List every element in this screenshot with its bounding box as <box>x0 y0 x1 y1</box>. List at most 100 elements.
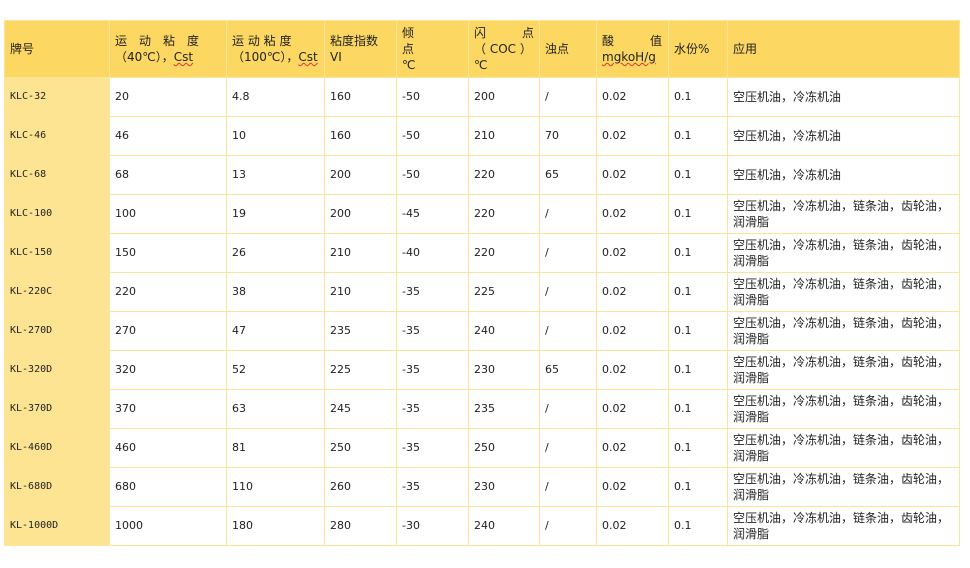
cell-water: 0.1 <box>668 272 728 312</box>
cell-vi: 210 <box>324 272 397 312</box>
cell-acid-value: 0.02 <box>596 467 669 507</box>
cell-application: 空压机油，冷冻机油，链条油，齿轮油，润滑脂 <box>727 428 960 468</box>
cell-pour-point: -50 <box>396 77 469 117</box>
cell-vi: 225 <box>324 350 397 390</box>
cell-kv40: 220 <box>109 272 227 312</box>
cell-grade: KLC-46 <box>4 116 110 156</box>
cell-flash-point: 220 <box>468 194 540 234</box>
cell-grade: KLC-150 <box>4 233 110 273</box>
cell-water: 0.1 <box>668 233 728 273</box>
cell-kv40: 270 <box>109 311 227 351</box>
cell-grade: KLC-100 <box>4 194 110 234</box>
table-row: KL-680D 680 110 260 -35 230/0.02 0.1 空压机油，冷冻机油，… <box>4 467 960 507</box>
header-kv40-temp: （40℃）， <box>115 50 174 64</box>
header-kv100-unit: Cst <box>298 50 318 64</box>
cell-kv40: 370 <box>109 389 227 429</box>
cell-kv40: 46 <box>109 116 227 156</box>
cell-acid-value: 0.02 <box>596 272 669 312</box>
header-acid-value: 酸 值 mgkoH/g <box>596 20 669 78</box>
header-kv100-temp: （100℃）， <box>232 50 299 64</box>
lubricant-spec-table: 牌号 运 动 粘 度（40℃），Cst 运 动 粘 度（100℃），Cst 粘度… <box>4 20 960 546</box>
table-row: KL-370D 370 63 245 -35 235/0.02 0.1 空压机油，冷冻机油，链… <box>4 389 960 429</box>
header-flash-line3: ℃ <box>474 58 488 72</box>
cell-cloud-point: 65 <box>539 350 597 390</box>
cell-grade: KL-320D <box>4 350 110 390</box>
cell-acid-value: 0.02 <box>596 506 669 546</box>
table-row: KLC-100 100 19 200 -45 220/0.02 0.1 空压机油，冷冻机油，链… <box>4 194 960 234</box>
table-row: KL-220C 220 38 210 -35 225/0.02 0.1 空压机油，冷冻机油，链… <box>4 272 960 312</box>
cell-water: 0.1 <box>668 428 728 468</box>
cell-kv100: 110 <box>226 467 325 507</box>
cell-kv100: 180 <box>226 506 325 546</box>
cell-pour-point: -35 <box>396 272 469 312</box>
cell-acid-value: 0.02 <box>596 77 669 117</box>
cell-cloud-point: / <box>539 506 597 546</box>
cell-application: 空压机油，冷冻机油，链条油，齿轮油，润滑脂 <box>727 350 960 390</box>
cell-vi: 160 <box>324 77 397 117</box>
table-row: KL-1000D 1000 180 280 -30 240/0.02 0.1 空压机油，冷冻机… <box>4 506 960 546</box>
cell-kv100: 19 <box>226 194 325 234</box>
cell-cloud-point: / <box>539 311 597 351</box>
header-vi-line2: VI <box>330 50 342 64</box>
cell-flash-point: 240 <box>468 506 540 546</box>
cell-kv100: 63 <box>226 389 325 429</box>
cell-flash-point: 210 <box>468 116 540 156</box>
cell-grade: KL-680D <box>4 467 110 507</box>
cell-application: 空压机油，冷冻机油，链条油，齿轮油，润滑脂 <box>727 311 960 351</box>
header-kv100: 运 动 粘 度（100℃），Cst <box>226 20 325 78</box>
cell-acid-value: 0.02 <box>596 194 669 234</box>
header-vi-line1: 粘度指数 <box>330 34 379 48</box>
cell-acid-value: 0.02 <box>596 389 669 429</box>
cell-flash-point: 225 <box>468 272 540 312</box>
cell-water: 0.1 <box>668 77 728 117</box>
cell-pour-point: -35 <box>396 467 469 507</box>
cell-kv100: 81 <box>226 428 325 468</box>
cell-vi: 200 <box>324 194 397 234</box>
cell-vi: 235 <box>324 311 397 351</box>
table-row: KLC-68 68 13 200 -50 220 65 0.02 0.1 空压机油，冷冻机油 <box>4 155 960 195</box>
cell-kv40: 680 <box>109 467 227 507</box>
cell-kv100: 52 <box>226 350 325 390</box>
header-row: 牌号 运 动 粘 度（40℃），Cst 运 动 粘 度（100℃），Cst 粘度… <box>4 20 960 78</box>
cell-kv40: 1000 <box>109 506 227 546</box>
cell-application: 空压机油，冷冻机油，链条油，齿轮油，润滑脂 <box>727 506 960 546</box>
cell-flash-point: 200 <box>468 77 540 117</box>
header-pour-line2: 点 <box>402 42 415 56</box>
cell-kv100: 26 <box>226 233 325 273</box>
header-flash-line2: （ COC ） <box>474 42 532 56</box>
header-acid-line1: 酸 值 <box>602 34 663 48</box>
cell-vi: 250 <box>324 428 397 468</box>
header-cloud-point: 浊点 <box>539 20 597 78</box>
cell-acid-value: 0.02 <box>596 233 669 273</box>
cell-cloud-point: / <box>539 272 597 312</box>
cell-application: 空压机油，冷冻机油，链条油，齿轮油，润滑脂 <box>727 272 960 312</box>
cell-kv40: 320 <box>109 350 227 390</box>
cell-vi: 260 <box>324 467 397 507</box>
header-application: 应用 <box>727 20 960 78</box>
cell-flash-point: 250 <box>468 428 540 468</box>
cell-water: 0.1 <box>668 155 728 195</box>
cell-flash-point: 220 <box>468 155 540 195</box>
cell-pour-point: -45 <box>396 194 469 234</box>
header-flash-line1: 闪 点 <box>474 26 535 40</box>
cell-kv100: 4.8 <box>226 77 325 117</box>
cell-kv100: 10 <box>226 116 325 156</box>
table-row: KLC-150 150 26 210 -40 220/0.02 0.1 空压机油，冷冻机油，链… <box>4 233 960 273</box>
cell-kv40: 100 <box>109 194 227 234</box>
cell-vi: 200 <box>324 155 397 195</box>
cell-kv40: 460 <box>109 428 227 468</box>
cell-water: 0.1 <box>668 506 728 546</box>
cell-acid-value: 0.02 <box>596 155 669 195</box>
cell-cloud-point: / <box>539 77 597 117</box>
cell-cloud-point: / <box>539 467 597 507</box>
cell-cloud-point: / <box>539 428 597 468</box>
cell-pour-point: -40 <box>396 233 469 273</box>
cell-acid-value: 0.02 <box>596 428 669 468</box>
cell-vi: 210 <box>324 233 397 273</box>
cell-pour-point: -30 <box>396 506 469 546</box>
header-kv40: 运 动 粘 度（40℃），Cst <box>109 20 227 78</box>
cell-water: 0.1 <box>668 116 728 156</box>
cell-pour-point: -35 <box>396 389 469 429</box>
cell-cloud-point: 65 <box>539 155 597 195</box>
cell-pour-point: -35 <box>396 350 469 390</box>
